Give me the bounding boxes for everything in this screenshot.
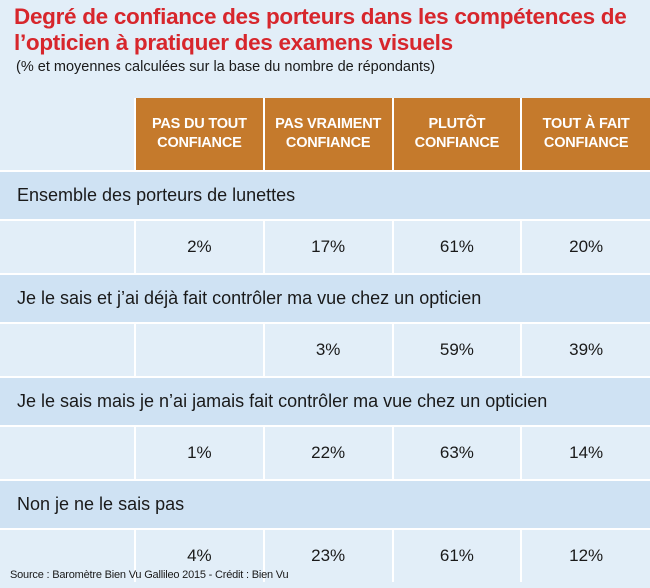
row-label-deja-controle: Je le sais et j’ai déjà fait contrôler m… bbox=[0, 273, 650, 323]
row-label: Je le sais mais je n’ai jamais fait cont… bbox=[0, 376, 650, 426]
value-cell: 14% bbox=[520, 425, 650, 480]
row-label-jamais-controle: Je le sais mais je n’ai jamais fait cont… bbox=[0, 376, 650, 426]
row-spacer bbox=[0, 528, 135, 582]
column-header-pas-du-tout: PAS DU TOUT CONFIANCE bbox=[134, 98, 264, 171]
value-cell: 39% bbox=[520, 322, 650, 377]
row-label: Non je ne le sais pas bbox=[0, 479, 650, 529]
row-values: 4% 23% 61% 12% bbox=[0, 528, 650, 582]
value-cell: 20% bbox=[520, 219, 650, 274]
row-spacer bbox=[0, 219, 135, 274]
value-cell: 61% bbox=[391, 528, 522, 582]
value-cell: 23% bbox=[262, 528, 393, 582]
header-row: PAS DU TOUT CONFIANCE PAS VRAIMENT CONFI… bbox=[0, 98, 650, 171]
value-cell bbox=[134, 322, 264, 377]
row-label-ensemble: Ensemble des porteurs de lunettes bbox=[0, 170, 650, 220]
data-table: PAS DU TOUT CONFIANCE PAS VRAIMENT CONFI… bbox=[0, 98, 650, 582]
value-cell: 4% bbox=[134, 528, 264, 582]
header-corner bbox=[0, 98, 135, 171]
row-values: 1% 22% 63% 14% bbox=[0, 425, 650, 480]
value-cell: 3% bbox=[262, 322, 393, 377]
value-cell: 22% bbox=[262, 425, 393, 480]
row-spacer bbox=[0, 425, 135, 480]
chart-title: Degré de confiance des porteurs dans les… bbox=[14, 4, 627, 55]
value-cell: 63% bbox=[391, 425, 522, 480]
title-block: Degré de confiance des porteurs dans les… bbox=[14, 4, 642, 75]
column-header-tout-a-fait: TOUT À FAIT CONFIANCE bbox=[520, 98, 650, 171]
row-values: 2% 17% 61% 20% bbox=[0, 219, 650, 274]
column-header-plutot: PLUTÔT CONFIANCE bbox=[391, 98, 522, 171]
row-values: 3% 59% 39% bbox=[0, 322, 650, 377]
value-cell: 1% bbox=[134, 425, 264, 480]
value-cell: 12% bbox=[520, 528, 650, 582]
value-cell: 2% bbox=[134, 219, 264, 274]
row-label: Je le sais et j’ai déjà fait contrôler m… bbox=[0, 273, 650, 323]
row-label: Ensemble des porteurs de lunettes bbox=[0, 170, 650, 220]
row-label-ne-sait-pas: Non je ne le sais pas bbox=[0, 479, 650, 529]
column-header-pas-vraiment: PAS VRAIMENT CONFIANCE bbox=[262, 98, 393, 171]
value-cell: 61% bbox=[391, 219, 522, 274]
row-spacer bbox=[0, 322, 135, 377]
value-cell: 17% bbox=[262, 219, 393, 274]
chart-subtitle: (% et moyennes calculées sur la base du … bbox=[16, 59, 436, 75]
source-note: Source : Baromètre Bien Vu Gallileo 2015… bbox=[10, 569, 289, 581]
value-cell: 59% bbox=[391, 322, 522, 377]
